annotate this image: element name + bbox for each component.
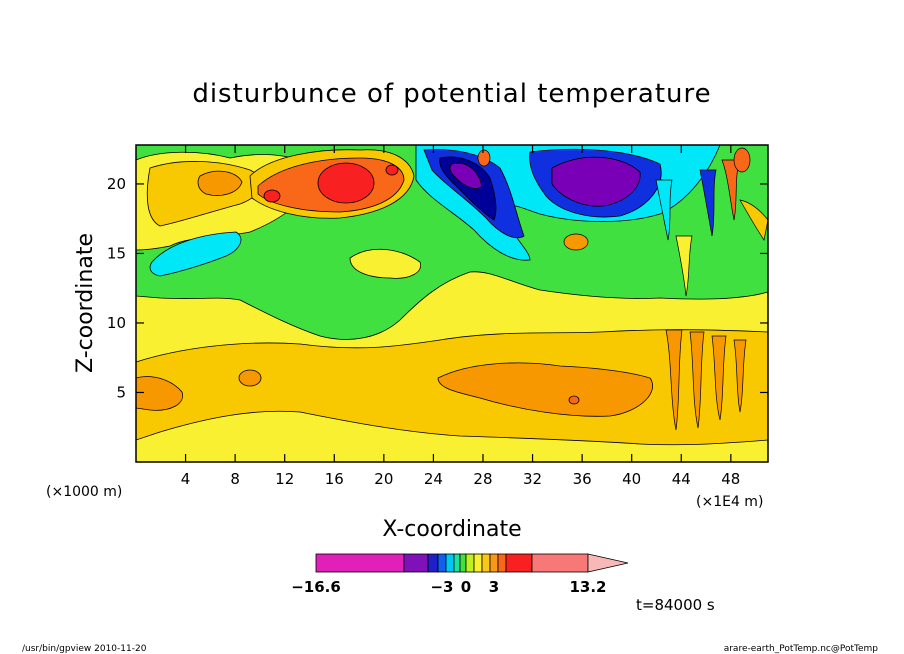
colorbar-swatch bbox=[505, 553, 533, 573]
x-tick-label: 36 bbox=[573, 470, 592, 488]
x-tick-label: 4 bbox=[181, 470, 191, 488]
field-yellow-patch bbox=[349, 248, 422, 279]
field-orange-center bbox=[437, 362, 653, 417]
field-orange-spot bbox=[238, 369, 262, 387]
field-cyan-left bbox=[149, 231, 242, 277]
y-tick-label: 15 bbox=[107, 244, 126, 262]
colorbar-swatch bbox=[459, 553, 467, 573]
colorbar-swatch bbox=[445, 553, 455, 573]
y-axis: 5 10 15 20 bbox=[107, 175, 768, 401]
x-tick-label: 40 bbox=[622, 470, 641, 488]
footer-left: /usr/bin/gpview 2010-11-20 bbox=[22, 644, 147, 654]
field-orange-spot-2 bbox=[568, 395, 580, 405]
colorbar-swatch bbox=[453, 553, 461, 573]
x-tick-label: 12 bbox=[275, 470, 294, 488]
colorbar-swatch bbox=[497, 553, 507, 573]
colorbar-swatch bbox=[427, 553, 439, 573]
colorbar-swatch bbox=[531, 553, 589, 573]
colorbar-label-3: 3 bbox=[489, 578, 499, 596]
field-orange-left bbox=[136, 376, 183, 411]
x-unit-note: (×1E4 m) bbox=[696, 494, 763, 510]
plot-area bbox=[136, 145, 768, 462]
x-tick-label: 20 bbox=[374, 470, 393, 488]
field-streaks-right bbox=[477, 147, 768, 431]
colorbar-arrow bbox=[587, 553, 629, 573]
y-tick-label: 20 bbox=[107, 175, 126, 193]
colorbar-label-neg3: −3 bbox=[430, 578, 453, 596]
colorbar bbox=[315, 553, 629, 573]
x-tick-label: 16 bbox=[325, 470, 344, 488]
y-unit-note: (×1000 m) bbox=[46, 484, 122, 500]
field-red-core bbox=[317, 162, 375, 204]
field-purple-right-2 bbox=[449, 162, 483, 189]
plot-frame bbox=[135, 144, 769, 463]
time-label: t=84000 s bbox=[636, 596, 715, 614]
x-tick-label: 48 bbox=[721, 470, 740, 488]
field-orange-upper-left bbox=[197, 170, 243, 196]
colorbar-max-label: 13.2 bbox=[569, 578, 606, 596]
y-tick-label: 10 bbox=[107, 314, 126, 332]
x-axis-label: X-coordinate bbox=[382, 517, 521, 542]
y-axis-label: Z-coordinate bbox=[73, 233, 98, 373]
colorbar-swatch bbox=[481, 553, 491, 573]
colorbar-swatch bbox=[489, 553, 499, 573]
footer-right: arare-earth_PotTemp.nc@PotTemp bbox=[724, 644, 879, 654]
y-tick-label: 5 bbox=[116, 383, 126, 401]
x-tick-label: 8 bbox=[230, 470, 240, 488]
colorbar-swatch bbox=[437, 553, 447, 573]
colorbar-label-0: 0 bbox=[461, 578, 471, 596]
colorbar-swatch bbox=[315, 553, 405, 573]
x-tick-label: 28 bbox=[473, 470, 492, 488]
field-red-spot-2 bbox=[385, 164, 399, 176]
field-red-spot bbox=[263, 189, 281, 203]
chart-title: disturbunce of potential temperature bbox=[192, 79, 711, 109]
colorbar-min-label: −16.6 bbox=[291, 578, 341, 596]
colorbar-swatch bbox=[473, 553, 483, 573]
colorbar-swatch bbox=[465, 553, 475, 573]
x-tick-label: 32 bbox=[523, 470, 542, 488]
colorbar-swatch bbox=[403, 553, 429, 573]
x-tick-label: 44 bbox=[672, 470, 691, 488]
x-tick-label: 24 bbox=[424, 470, 443, 488]
x-axis: 4 8 12 16 20 24 28 32 36 40 44 48 bbox=[181, 145, 740, 488]
field-purple-right bbox=[551, 156, 641, 207]
